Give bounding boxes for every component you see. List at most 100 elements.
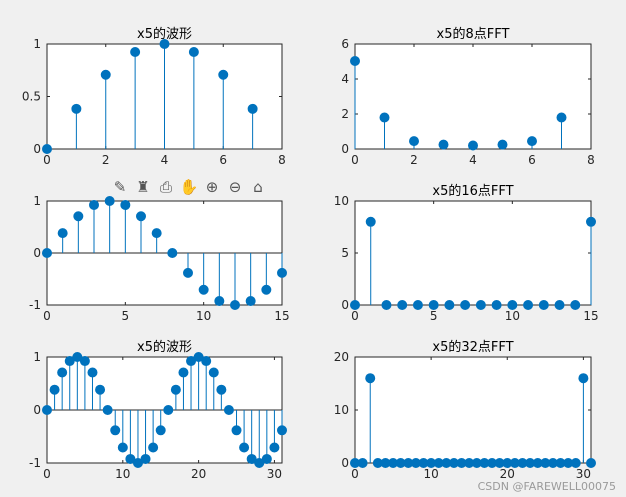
stem-marker bbox=[261, 453, 272, 464]
brush-data-icon[interactable]: ✎ bbox=[113, 177, 127, 196]
stem-marker bbox=[188, 46, 199, 57]
stem-marker bbox=[104, 196, 115, 206]
zoom-in-icon[interactable]: ⊕ bbox=[205, 177, 219, 196]
stem-marker bbox=[57, 228, 68, 239]
subplot-title: x5的8点FFT bbox=[437, 26, 510, 42]
stem-marker bbox=[130, 46, 141, 57]
stem-marker bbox=[254, 458, 265, 468]
stem-marker bbox=[132, 458, 143, 468]
subplot-x5-8pt-fft: 0 2 4 6 8 0 2 4 6 x5的8点FFT bbox=[341, 26, 594, 167]
stem-marker bbox=[523, 300, 534, 310]
y-tick-label: 0 bbox=[33, 142, 41, 156]
stem-marker bbox=[87, 367, 98, 378]
x-tick-label: 0 bbox=[351, 467, 359, 481]
stem-marker bbox=[269, 442, 280, 453]
y-tick-label: 0 bbox=[341, 142, 349, 156]
y-tick-label: 0 bbox=[341, 456, 349, 470]
home-icon[interactable]: ⌂ bbox=[253, 177, 263, 196]
stem-marker bbox=[527, 136, 537, 147]
stem-marker bbox=[49, 384, 60, 395]
stem-marker bbox=[397, 300, 408, 310]
x-tick-label: 0 bbox=[43, 467, 51, 481]
y-tick-label: 5 bbox=[341, 246, 349, 260]
stem-marker bbox=[556, 112, 567, 123]
y-tick-label: 1 bbox=[33, 350, 41, 364]
stem-marker bbox=[239, 442, 250, 453]
y-tick-label: -1 bbox=[29, 456, 41, 470]
x-tick-label: 5 bbox=[122, 309, 130, 323]
stem-marker bbox=[208, 367, 219, 378]
subplot-x5-waveform-8: 0 2 4 6 8 0 0.5 1 x5的波形 bbox=[22, 26, 286, 167]
stem-marker bbox=[42, 248, 52, 258]
x-tick-label: 0 bbox=[351, 309, 359, 323]
stem-marker bbox=[570, 300, 581, 310]
x-tick-label: 20 bbox=[191, 467, 206, 481]
stem-marker bbox=[159, 39, 170, 49]
x-tick-label: 30 bbox=[267, 467, 282, 481]
stem-marker bbox=[246, 453, 257, 464]
stem-marker bbox=[163, 405, 174, 415]
x-tick-label: 4 bbox=[469, 153, 477, 167]
watermark-text: CSDN @FAREWELL00075 bbox=[477, 480, 616, 493]
axes-frame bbox=[354, 43, 592, 150]
axes-frame bbox=[354, 200, 592, 306]
x-tick-label: 6 bbox=[528, 153, 536, 167]
axes-frame bbox=[354, 356, 592, 464]
stem-marker bbox=[230, 300, 240, 310]
x-tick-label: 15 bbox=[274, 309, 289, 323]
stem-marker bbox=[578, 373, 589, 384]
y-tick-label: 0.5 bbox=[22, 90, 41, 104]
x-tick-label: 10 bbox=[196, 309, 211, 323]
stem-marker bbox=[100, 69, 111, 80]
subplot-title: x5的32点FFT bbox=[432, 339, 513, 355]
stem-marker bbox=[277, 425, 287, 436]
stem-marker bbox=[538, 300, 549, 310]
subplot-x5-32pt-fft: 0 10 20 30 0 10 20 x5的32点FFT bbox=[334, 339, 596, 481]
stem-marker bbox=[497, 139, 508, 150]
zoom-out-icon[interactable]: ⊖ bbox=[228, 177, 242, 196]
x-tick-label: 8 bbox=[278, 153, 286, 167]
stem-marker bbox=[507, 300, 518, 310]
stem-marker bbox=[117, 442, 128, 453]
stem-marker bbox=[186, 356, 197, 367]
stem-marker bbox=[110, 425, 121, 436]
stem-marker bbox=[193, 352, 204, 362]
stem-marker bbox=[218, 69, 229, 80]
stem-marker bbox=[409, 136, 419, 147]
y-tick-label: 1 bbox=[33, 194, 41, 208]
stem-marker bbox=[428, 300, 439, 310]
x-tick-label: 10 bbox=[423, 467, 438, 481]
stem-marker bbox=[216, 384, 227, 395]
stem-marker bbox=[586, 458, 596, 468]
stem-marker bbox=[231, 425, 242, 436]
stem-marker bbox=[170, 384, 181, 395]
y-tick-label: 1 bbox=[33, 37, 41, 51]
stem-marker bbox=[201, 356, 212, 367]
stem-marker bbox=[350, 55, 360, 66]
stem-marker bbox=[151, 228, 162, 239]
stem-marker bbox=[261, 284, 272, 295]
stem-marker bbox=[183, 267, 193, 278]
x-tick-label: 0 bbox=[43, 153, 51, 167]
stem-marker bbox=[491, 300, 502, 310]
stem-marker bbox=[102, 405, 113, 415]
stem-marker bbox=[73, 211, 84, 222]
stem-marker bbox=[120, 199, 131, 210]
x-tick-label: 0 bbox=[43, 309, 51, 323]
y-tick-label: 10 bbox=[334, 403, 349, 417]
x-tick-label: 2 bbox=[410, 153, 418, 167]
stem-marker bbox=[475, 300, 486, 310]
y-tick-label: 6 bbox=[341, 37, 349, 51]
pan-hand-icon[interactable]: ✋ bbox=[179, 177, 199, 196]
data-tips-icon[interactable]: ♜ bbox=[136, 177, 150, 196]
stem-marker bbox=[357, 458, 368, 468]
stem-marker bbox=[350, 300, 360, 310]
subplot-x5-16pt-fft: 0 5 10 15 0 5 10 x5的16点FFT bbox=[334, 183, 599, 323]
stem-marker bbox=[412, 300, 423, 310]
export-icon[interactable]: ⎙ bbox=[159, 177, 172, 196]
x-tick-label: 10 bbox=[115, 467, 130, 481]
x-tick-label: 5 bbox=[430, 309, 438, 323]
stem-marker bbox=[71, 103, 82, 114]
stem-marker bbox=[178, 367, 189, 378]
